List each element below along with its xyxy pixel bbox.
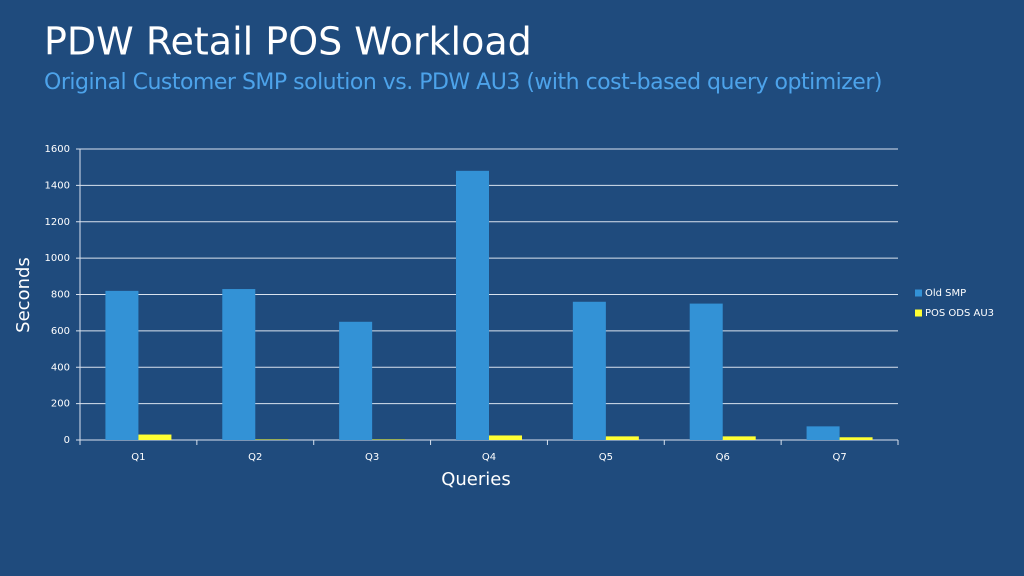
y-tick-label: 800 [51, 290, 70, 301]
bar [489, 435, 522, 440]
bar [222, 289, 256, 440]
bar [105, 290, 139, 440]
bar [372, 439, 406, 440]
legend-label: Old SMP [925, 288, 966, 299]
bar [839, 437, 873, 440]
legend-swatch [915, 289, 922, 297]
bar [605, 436, 639, 440]
x-tick-label: Q5 [599, 452, 613, 463]
x-axis-label: Queries [441, 469, 511, 490]
legend-swatch [915, 309, 922, 317]
y-axis-label: Seconds [13, 257, 34, 333]
y-tick-label: 1400 [45, 180, 70, 191]
y-tick-label: 200 [51, 399, 70, 410]
bar [722, 436, 756, 440]
x-tick-label: Q6 [716, 452, 730, 463]
chart-title: PDW Retail POS Workload [44, 20, 532, 64]
y-tick-label: 600 [51, 326, 70, 337]
x-tick-label: Q7 [832, 452, 846, 463]
legend-label: POS ODS AU3 [925, 308, 994, 319]
bar [572, 301, 606, 440]
y-tick-label: 1000 [45, 253, 70, 264]
y-tick-label: 1600 [45, 144, 70, 155]
bar [138, 434, 172, 440]
chart-subtitle: Original Customer SMP solution vs. PDW A… [44, 70, 882, 95]
x-tick-label: Q1 [131, 452, 145, 463]
x-tick-label: Q3 [365, 452, 379, 463]
bar [339, 321, 373, 440]
y-tick-label: 400 [51, 362, 70, 373]
bar [456, 170, 489, 440]
bar [689, 303, 723, 440]
y-tick-label: 1200 [45, 217, 70, 228]
y-tick-label: 0 [64, 435, 70, 446]
bar [255, 439, 289, 440]
bar [806, 426, 840, 440]
x-tick-label: Q4 [482, 452, 496, 463]
x-tick-label: Q2 [248, 452, 262, 463]
